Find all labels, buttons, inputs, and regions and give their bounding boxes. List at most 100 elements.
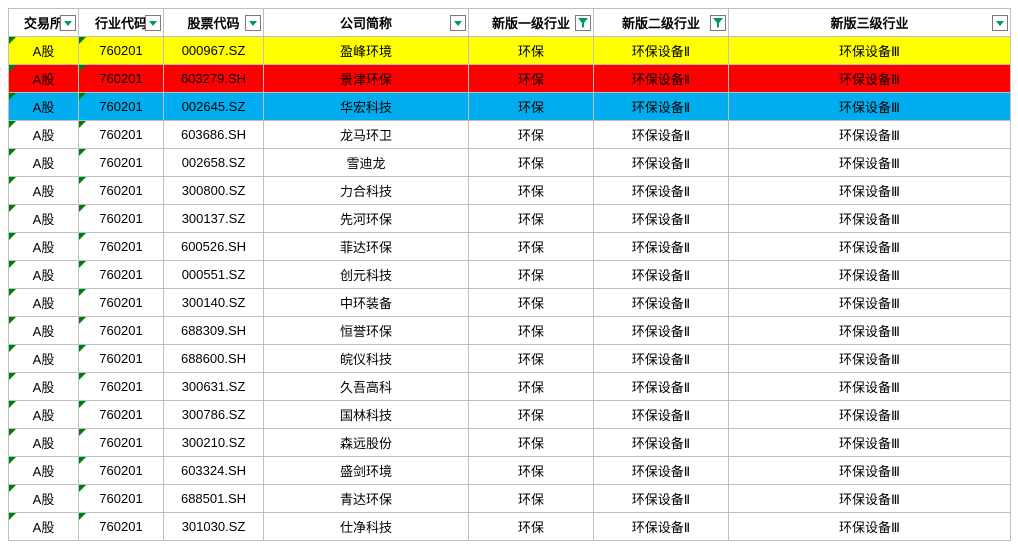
cell[interactable]: 久吾高科 [264,373,469,401]
cell[interactable]: 环保 [469,121,594,149]
cell[interactable]: 环保 [469,429,594,457]
cell[interactable]: 760201 [79,261,164,289]
cell[interactable]: A股 [9,429,79,457]
cell[interactable]: 603324.SH [164,457,264,485]
cell[interactable]: 环保 [469,513,594,541]
cell[interactable]: 环保设备Ⅱ [594,373,729,401]
cell[interactable]: 000551.SZ [164,261,264,289]
cell[interactable]: 300210.SZ [164,429,264,457]
cell[interactable]: 环保设备Ⅲ [729,485,1011,513]
cell[interactable]: 688309.SH [164,317,264,345]
cell[interactable]: A股 [9,65,79,93]
cell[interactable]: 环保 [469,149,594,177]
cell[interactable]: 环保设备Ⅱ [594,121,729,149]
cell[interactable]: A股 [9,37,79,65]
cell[interactable]: 环保 [469,317,594,345]
cell[interactable]: 760201 [79,233,164,261]
cell[interactable]: 600526.SH [164,233,264,261]
cell[interactable]: 环保设备Ⅱ [594,317,729,345]
cell[interactable]: 环保设备Ⅲ [729,177,1011,205]
cell[interactable]: 环保设备Ⅲ [729,261,1011,289]
cell[interactable]: 中环装备 [264,289,469,317]
cell[interactable]: A股 [9,233,79,261]
cell[interactable]: 环保设备Ⅲ [729,513,1011,541]
cell[interactable]: A股 [9,205,79,233]
cell[interactable]: 环保设备Ⅲ [729,317,1011,345]
cell[interactable]: 森远股份 [264,429,469,457]
filter-dropdown-icon[interactable] [450,15,466,31]
cell[interactable]: 皖仪科技 [264,345,469,373]
cell[interactable]: 创元科技 [264,261,469,289]
cell[interactable]: 760201 [79,289,164,317]
cell[interactable]: 环保 [469,65,594,93]
cell[interactable]: 环保 [469,457,594,485]
cell[interactable]: 301030.SZ [164,513,264,541]
cell[interactable]: 688501.SH [164,485,264,513]
cell[interactable]: 环保设备Ⅱ [594,205,729,233]
filter-active-icon[interactable] [575,15,591,31]
cell[interactable]: 环保设备Ⅲ [729,93,1011,121]
cell[interactable]: 环保 [469,177,594,205]
cell[interactable]: 603686.SH [164,121,264,149]
cell[interactable]: 盛剑环境 [264,457,469,485]
cell[interactable]: 环保设备Ⅱ [594,65,729,93]
cell[interactable]: 760201 [79,205,164,233]
cell[interactable]: 环保设备Ⅲ [729,429,1011,457]
cell[interactable]: A股 [9,457,79,485]
cell[interactable]: A股 [9,401,79,429]
filter-dropdown-icon[interactable] [60,15,76,31]
cell[interactable]: 环保设备Ⅲ [729,457,1011,485]
cell[interactable]: 环保设备Ⅲ [729,345,1011,373]
cell[interactable]: 环保设备Ⅱ [594,485,729,513]
cell[interactable]: 先河环保 [264,205,469,233]
cell[interactable]: 景津环保 [264,65,469,93]
cell[interactable]: 688600.SH [164,345,264,373]
cell[interactable]: 环保 [469,205,594,233]
cell[interactable]: 华宏科技 [264,93,469,121]
cell[interactable]: 环保设备Ⅲ [729,37,1011,65]
cell[interactable]: 国林科技 [264,401,469,429]
cell[interactable]: A股 [9,345,79,373]
cell[interactable]: 环保设备Ⅱ [594,457,729,485]
cell[interactable]: 760201 [79,345,164,373]
cell[interactable]: 760201 [79,93,164,121]
cell[interactable]: A股 [9,93,79,121]
cell[interactable]: 760201 [79,121,164,149]
cell[interactable]: A股 [9,289,79,317]
cell[interactable]: 300140.SZ [164,289,264,317]
cell[interactable]: 000967.SZ [164,37,264,65]
cell[interactable]: A股 [9,121,79,149]
cell[interactable]: 环保设备Ⅲ [729,233,1011,261]
cell[interactable]: 环保 [469,233,594,261]
cell[interactable]: 雪迪龙 [264,149,469,177]
cell[interactable]: 环保设备Ⅲ [729,401,1011,429]
cell[interactable]: 力合科技 [264,177,469,205]
cell[interactable]: 760201 [79,373,164,401]
cell[interactable]: 环保设备Ⅱ [594,177,729,205]
cell[interactable]: 环保 [469,289,594,317]
cell[interactable]: A股 [9,513,79,541]
cell[interactable]: 环保设备Ⅲ [729,121,1011,149]
cell[interactable]: 760201 [79,485,164,513]
cell[interactable]: A股 [9,149,79,177]
cell[interactable]: 环保设备Ⅱ [594,513,729,541]
cell[interactable]: 青达环保 [264,485,469,513]
filter-dropdown-icon[interactable] [245,15,261,31]
cell[interactable]: 760201 [79,177,164,205]
cell[interactable]: 300137.SZ [164,205,264,233]
cell[interactable]: 300786.SZ [164,401,264,429]
cell[interactable]: 环保 [469,93,594,121]
cell[interactable]: 760201 [79,401,164,429]
cell[interactable]: A股 [9,373,79,401]
cell[interactable]: 环保设备Ⅱ [594,345,729,373]
cell[interactable]: 环保 [469,345,594,373]
cell[interactable]: 环保设备Ⅱ [594,149,729,177]
cell[interactable]: 环保设备Ⅱ [594,261,729,289]
cell[interactable]: 环保 [469,261,594,289]
cell[interactable]: 菲达环保 [264,233,469,261]
cell[interactable]: A股 [9,261,79,289]
cell[interactable]: 环保设备Ⅱ [594,93,729,121]
cell[interactable]: 760201 [79,429,164,457]
cell[interactable]: 仕净科技 [264,513,469,541]
cell[interactable]: 环保设备Ⅲ [729,65,1011,93]
